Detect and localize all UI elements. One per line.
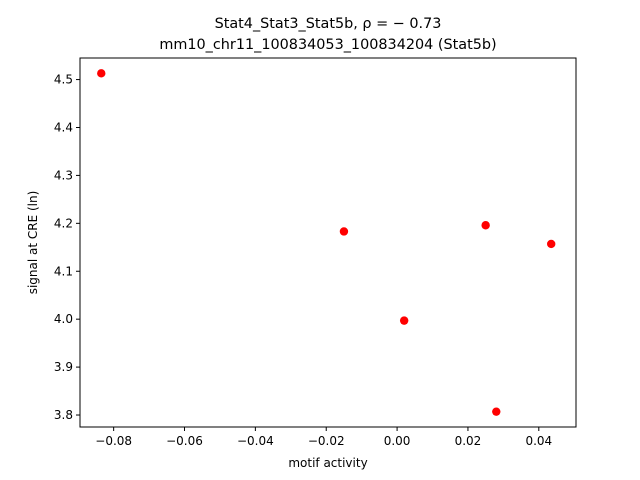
x-axis: −0.08 −0.06 −0.04 −0.02 0.00 0.02 0.04 [95,427,552,448]
x-tick-label: −0.08 [95,434,132,448]
y-tick-label: 3.9 [54,360,73,374]
y-tick-label: 4.0 [54,312,73,326]
data-point [399,316,409,325]
chart-title-line2: mm10_chr11_100834053_100834204 (Stat5b) [159,37,496,53]
data-point [339,227,349,236]
x-tick-label: 0.02 [455,434,482,448]
data-point [481,221,490,230]
axes-frame [79,57,577,428]
data-point [547,239,556,249]
x-tick-label: 0.04 [525,434,552,448]
x-tick-label: 0.00 [384,434,411,448]
y-tick-label: 4.1 [54,264,73,278]
x-axis-label: motif activity [288,456,367,470]
y-tick-label: 4.2 [54,216,73,230]
y-tick-label: 4.4 [54,120,73,134]
x-tick-label: −0.06 [166,434,203,448]
y-tick-label: 3.8 [54,408,73,422]
y-tick-label: 4.3 [54,168,73,182]
y-axis: 3.8 3.9 4.0 4.1 4.2 4.3 4.4 4.5 [54,73,80,422]
y-axis-label: signal at CRE (ln) [26,191,40,295]
chart-title-line1: Stat4_Stat3_Stat5b, ρ = − 0.73 [215,16,442,32]
x-tick-label: −0.04 [237,434,274,448]
data-point [97,69,106,78]
data-point [492,407,501,416]
x-tick-label: −0.02 [308,434,345,448]
plot-area [97,69,556,416]
y-tick-label: 4.5 [54,73,73,87]
